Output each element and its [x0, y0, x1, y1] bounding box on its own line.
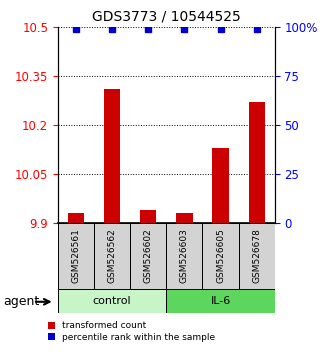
Bar: [104, 89, 120, 223]
Bar: [213, 148, 229, 223]
Text: control: control: [93, 296, 131, 306]
Text: IL-6: IL-6: [211, 296, 231, 306]
FancyBboxPatch shape: [58, 223, 94, 289]
Text: GSM526562: GSM526562: [108, 228, 117, 283]
Bar: [68, 213, 84, 223]
Legend: transformed count, percentile rank within the sample: transformed count, percentile rank withi…: [48, 321, 215, 342]
Text: GSM526602: GSM526602: [144, 228, 153, 283]
FancyBboxPatch shape: [130, 223, 166, 289]
FancyBboxPatch shape: [166, 289, 275, 313]
Bar: [249, 102, 265, 223]
Bar: [176, 213, 193, 223]
FancyBboxPatch shape: [239, 223, 275, 289]
Text: GSM526605: GSM526605: [216, 228, 225, 283]
FancyBboxPatch shape: [203, 223, 239, 289]
FancyBboxPatch shape: [58, 289, 166, 313]
FancyBboxPatch shape: [94, 223, 130, 289]
Title: GDS3773 / 10544525: GDS3773 / 10544525: [92, 10, 241, 24]
FancyBboxPatch shape: [166, 223, 203, 289]
Text: GSM526561: GSM526561: [71, 228, 80, 283]
Text: GSM526603: GSM526603: [180, 228, 189, 283]
Text: agent: agent: [3, 295, 40, 308]
Bar: [140, 210, 156, 223]
Text: GSM526678: GSM526678: [252, 228, 261, 283]
